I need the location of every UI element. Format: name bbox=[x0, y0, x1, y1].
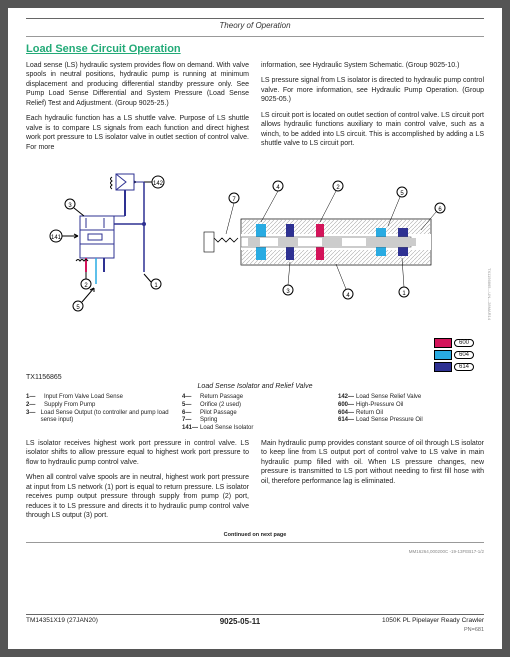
color-legend: 600 604 614 bbox=[26, 338, 474, 372]
para-b2: When all control valve spools are in neu… bbox=[26, 473, 249, 520]
footer-pn: PN=681 bbox=[26, 627, 484, 633]
para-2: Each hydraulic function has a LS shuttle… bbox=[26, 114, 249, 152]
swatch-614 bbox=[434, 362, 452, 372]
para-1: Load sense (LS) hydraulic system provide… bbox=[26, 61, 249, 108]
para-r3: LS circuit port is located on outlet sec… bbox=[261, 111, 484, 149]
para-br1: Main hydraulic pump provides constant so… bbox=[261, 439, 484, 486]
swatch-600 bbox=[434, 338, 452, 348]
intro-columns: Load sense (LS) hydraulic system provide… bbox=[26, 61, 484, 158]
figure-sidecode: TX1156865—UN—28MAR14 bbox=[487, 268, 492, 320]
doc-code: MM16264,000200C -19-13FEB17-1/2 bbox=[26, 549, 484, 554]
page: Theory of Operation Load Sense Circuit O… bbox=[8, 8, 502, 649]
para-r1: information, see Hydraulic System Schema… bbox=[261, 61, 484, 70]
footer-page: 9025-05-11 bbox=[220, 617, 260, 626]
hydraulic-diagram: 142 141 2 5 1 3 bbox=[26, 164, 484, 336]
swatch-604 bbox=[434, 350, 452, 360]
section-title: Load Sense Circuit Operation bbox=[26, 43, 484, 55]
para-r2: LS pressure signal from LS isolator is d… bbox=[261, 76, 484, 104]
para-b1: LS isolator receives highest work port p… bbox=[26, 439, 249, 467]
footer-left: TM14351X19 (27JAN20) bbox=[26, 617, 98, 626]
callout-141: 141 bbox=[51, 235, 62, 241]
header-category: Theory of Operation bbox=[26, 21, 484, 30]
continued-label: Continued on next page bbox=[26, 532, 484, 538]
bottom-columns: LS isolator receives highest work port p… bbox=[26, 439, 484, 527]
callout-142: 142 bbox=[153, 181, 164, 187]
page-footer: TM14351X19 (27JAN20) 9025-05-11 1050K PL… bbox=[26, 614, 484, 626]
figure-caption: Load Sense Isolator and Relief Valve bbox=[26, 383, 484, 390]
parts-legend: 1—Input From Valve Load Sense2—Supply Fr… bbox=[26, 394, 484, 433]
footer-right: 1050K PL Pipelayer Ready Crawler bbox=[382, 617, 484, 626]
figure-number: TX1156865 bbox=[26, 374, 484, 381]
